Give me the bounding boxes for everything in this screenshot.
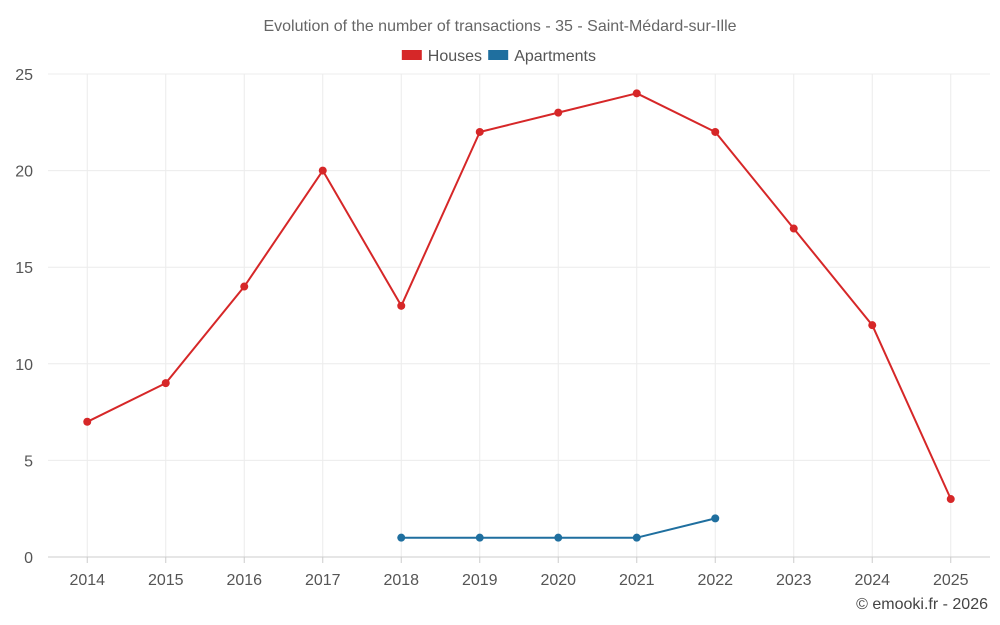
apartments-data-point[interactable] xyxy=(554,533,563,542)
x-tick-label: 2020 xyxy=(540,572,576,589)
legend-label: Apartments xyxy=(514,48,596,65)
houses-data-point[interactable] xyxy=(789,224,798,233)
x-tick-label: 2015 xyxy=(148,572,184,589)
houses-data-point[interactable] xyxy=(318,166,327,175)
houses-data-point[interactable] xyxy=(161,379,170,388)
y-tick-label: 10 xyxy=(15,357,33,374)
houses-data-point[interactable] xyxy=(475,127,484,136)
legend-label: Houses xyxy=(428,48,482,65)
legend-swatch xyxy=(488,50,509,60)
x-tick-label: 2014 xyxy=(69,572,105,589)
apartments-data-point[interactable] xyxy=(397,533,406,542)
y-tick-label: 15 xyxy=(15,260,33,277)
x-tick-label: 2021 xyxy=(619,572,655,589)
houses-data-point[interactable] xyxy=(240,282,249,291)
x-tick-label: 2023 xyxy=(776,572,812,589)
y-tick-label: 5 xyxy=(24,453,33,470)
legend-item-apartments[interactable]: Apartments xyxy=(488,48,596,65)
y-tick-label: 0 xyxy=(24,550,33,567)
grid xyxy=(48,73,990,557)
houses-data-point[interactable] xyxy=(554,108,563,117)
legend: Houses Apartments xyxy=(401,48,596,65)
houses-data-point[interactable] xyxy=(711,127,720,136)
y-tick-label: 20 xyxy=(15,164,33,181)
houses-data-point[interactable] xyxy=(397,301,406,310)
apartments-data-point[interactable] xyxy=(711,514,720,523)
x-tick-label: 2018 xyxy=(383,572,419,589)
apartments-data-point[interactable] xyxy=(632,533,641,542)
legend-swatch xyxy=(401,50,422,60)
x-tick-label: 2017 xyxy=(305,572,341,589)
x-tick-label: 2025 xyxy=(933,572,969,589)
chart-title: Evolution of the number of transactions … xyxy=(263,18,736,35)
houses-data-point[interactable] xyxy=(868,321,877,330)
apartments-data-point[interactable] xyxy=(475,533,484,542)
credit-text: © emooki.fr - 2026 xyxy=(856,596,988,613)
x-tick-label: 2019 xyxy=(462,572,498,589)
houses-data-point[interactable] xyxy=(83,417,92,426)
series-group xyxy=(83,89,955,542)
houses-data-point[interactable] xyxy=(632,89,641,98)
legend-item-houses[interactable]: Houses xyxy=(401,48,482,65)
y-tick-label: 25 xyxy=(15,67,33,84)
x-tick-label: 2024 xyxy=(854,572,890,589)
houses-series-line xyxy=(86,92,952,500)
x-tick-label: 2022 xyxy=(697,572,733,589)
houses-data-point[interactable] xyxy=(946,495,955,504)
x-tick-label: 2016 xyxy=(226,572,262,589)
